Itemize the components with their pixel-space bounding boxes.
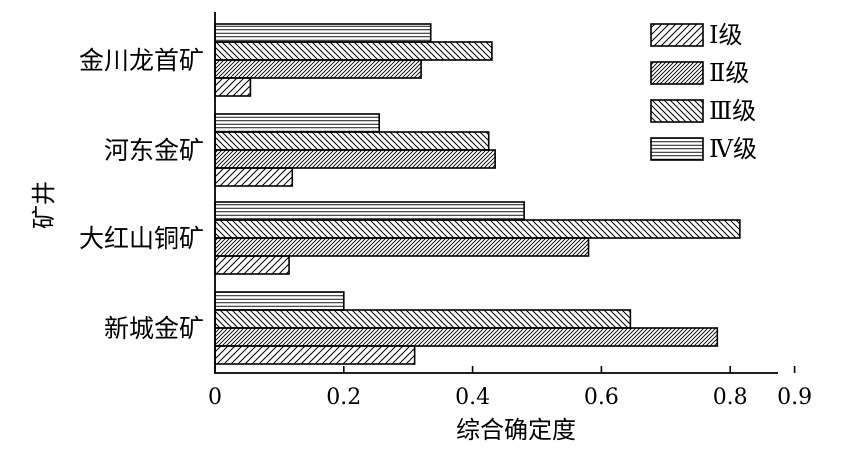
legend-label-1: Ⅱ级 — [709, 59, 749, 87]
bar-0-series-2 — [214, 309, 632, 329]
legend-swatch-0 — [650, 23, 704, 47]
legend-label-3: Ⅳ级 — [709, 135, 757, 163]
bar-1-series-2 — [214, 219, 741, 239]
bar-2-series-0 — [214, 167, 294, 187]
legend-label-2: Ⅲ级 — [709, 97, 756, 125]
y-category-label: 河东金矿 — [104, 136, 204, 165]
bar-3-series-2 — [214, 41, 493, 61]
x-tick-label: 0.8 — [713, 385, 748, 410]
bar-2-series-2 — [214, 131, 490, 151]
bar-3-series-0 — [214, 77, 252, 97]
bar-1-series-3 — [214, 201, 525, 221]
bar-0-series-0 — [214, 345, 416, 365]
bar-2-series-1 — [214, 149, 496, 169]
bar-1-series-1 — [214, 237, 590, 257]
bar-2-series-3 — [214, 113, 381, 133]
bar-0-series-3 — [214, 291, 345, 311]
legend-swatch-3 — [650, 137, 704, 161]
legend-label-0: Ⅰ级 — [709, 21, 742, 49]
legend-swatch-2 — [650, 99, 704, 123]
x-tick-label: 0 — [208, 385, 222, 410]
bar-3-series-1 — [214, 59, 422, 79]
y-category-label: 金川龙首矿 — [79, 46, 204, 75]
x-tick-label: 0.6 — [584, 385, 619, 410]
x-axis-title: 综合确定度 — [456, 416, 576, 444]
y-category-labels: 新城金矿 大红山铜矿 河东金矿 金川龙首矿 — [79, 46, 204, 343]
x-tick-label: 0.2 — [326, 385, 361, 410]
bar-3-series-3 — [214, 23, 432, 43]
x-tick-label: 0.4 — [455, 385, 490, 410]
legend: Ⅰ级 Ⅱ级 Ⅲ级 Ⅳ级 — [650, 21, 757, 163]
y-axis-title: 矿井 — [30, 181, 58, 229]
y-category-label: 大红山铜矿 — [79, 224, 204, 253]
legend-swatch-1 — [650, 61, 704, 85]
bar-0-series-1 — [214, 327, 719, 347]
bar-1-series-0 — [214, 255, 290, 275]
x-ticks: 0 0.2 0.4 0.6 0.8 0.9 — [208, 366, 812, 410]
y-category-label: 新城金矿 — [104, 314, 204, 343]
x-tick-label: 0.9 — [777, 385, 812, 410]
